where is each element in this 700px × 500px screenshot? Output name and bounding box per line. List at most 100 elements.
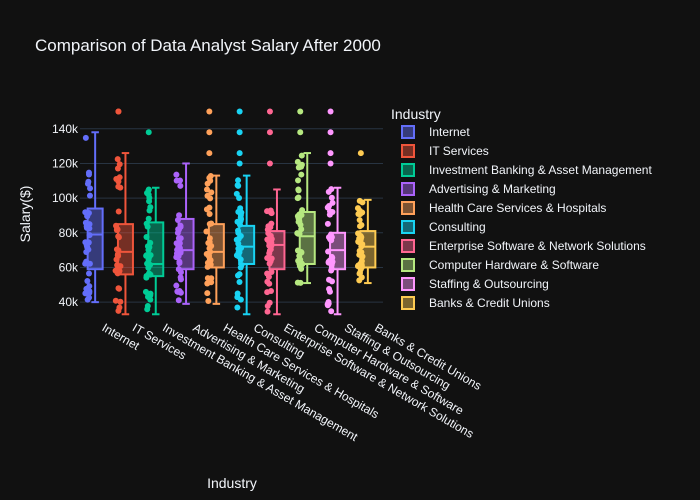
data-point (117, 184, 124, 191)
data-point (354, 205, 361, 212)
legend-swatch (401, 201, 415, 215)
data-point (237, 264, 244, 271)
data-point (237, 205, 244, 212)
data-point (144, 303, 151, 310)
y-axis-label: Salary($) (17, 186, 33, 243)
data-point (117, 298, 124, 305)
data-point (236, 271, 243, 278)
data-point (177, 182, 184, 189)
data-points (324, 108, 336, 315)
data-point (298, 152, 305, 159)
y-tick-label: 40k (59, 295, 79, 309)
data-point (237, 296, 244, 303)
data-point (268, 268, 275, 275)
box-plot (112, 108, 134, 316)
legend-swatch (401, 163, 415, 177)
box-plot (142, 129, 165, 316)
data-point (114, 165, 121, 172)
outlier-point (236, 160, 243, 167)
outlier-point (297, 129, 304, 136)
legend-label: Computer Hardware & Software (429, 258, 599, 272)
data-point (205, 298, 212, 305)
legend-swatch (401, 220, 415, 234)
data-point (326, 208, 333, 215)
data-point (206, 210, 213, 217)
legend-label: Health Care Services & Hospitals (429, 201, 606, 215)
outlier-point (206, 129, 213, 136)
data-point (204, 180, 211, 187)
outlier-point (266, 129, 273, 136)
data-point (204, 290, 211, 297)
data-point (206, 204, 213, 211)
legend-swatch (401, 296, 415, 310)
data-point (324, 220, 331, 227)
data-point (264, 208, 271, 215)
y-tick-label: 120k (52, 156, 79, 170)
legend-label: Internet (429, 125, 470, 139)
box (147, 221, 165, 278)
box (298, 211, 316, 265)
data-point (324, 301, 331, 308)
legend-item[interactable]: Internet (401, 125, 470, 139)
data-point (328, 308, 335, 315)
legend-item[interactable]: IT Services (401, 144, 489, 158)
data-points (264, 108, 275, 315)
box (238, 224, 256, 266)
data-point (233, 190, 240, 197)
data-point (82, 290, 89, 297)
data-point (87, 185, 94, 192)
data-point (264, 308, 271, 315)
data-point (86, 270, 93, 277)
y-tick-label: 60k (59, 260, 79, 274)
data-point (268, 210, 275, 217)
data-point (357, 223, 364, 230)
data-point (265, 223, 272, 230)
data-point (173, 171, 180, 178)
data-point (84, 278, 91, 285)
legend-label: IT Services (429, 144, 489, 158)
y-tick-label: 80k (59, 226, 79, 240)
outlier-point (206, 150, 213, 157)
data-points (203, 108, 215, 305)
legend-label: Staffing & Outsourcing (429, 277, 549, 291)
data-point (206, 174, 213, 181)
legend-item[interactable]: Advertising & Marketing (401, 182, 556, 196)
legend-item[interactable]: Consulting (401, 220, 486, 234)
data-point (234, 304, 241, 311)
data-points (233, 108, 245, 311)
data-point (236, 279, 243, 286)
data-point (356, 217, 363, 224)
outlier-point (327, 150, 334, 157)
data-point (235, 182, 242, 189)
box-plot (173, 162, 195, 305)
legend-item[interactable]: Computer Hardware & Software (401, 258, 599, 272)
data-point (173, 282, 180, 289)
outlier-point (327, 129, 334, 136)
box (207, 223, 225, 269)
x-axis-label: Industry (207, 475, 257, 491)
legend-item[interactable]: Banks & Credit Unions (401, 296, 550, 310)
data-point (116, 304, 123, 311)
box (177, 217, 195, 271)
data-point (114, 156, 121, 163)
data-point (146, 207, 153, 214)
data-point (328, 186, 335, 193)
legend-item[interactable]: Investment Banking & Asset Management (401, 163, 652, 177)
box-plot (203, 108, 225, 305)
data-point (359, 209, 366, 216)
legend-item[interactable]: Staffing & Outsourcing (401, 277, 549, 291)
legend[interactable]: Internet IT Services Investment Banking & … (401, 125, 652, 310)
legend-item[interactable]: Health Care Services & Hospitals (401, 201, 606, 215)
legend-swatch (401, 125, 415, 139)
outlier-point (236, 108, 243, 115)
outlier-point (266, 160, 273, 167)
data-point (326, 276, 333, 283)
legend-swatch (401, 239, 415, 253)
legend-item[interactable]: Enterprise Software & Network Solutions (401, 239, 646, 253)
gridlines (80, 128, 383, 303)
data-point (356, 270, 363, 277)
data-point (203, 186, 210, 193)
data-point (295, 194, 302, 201)
